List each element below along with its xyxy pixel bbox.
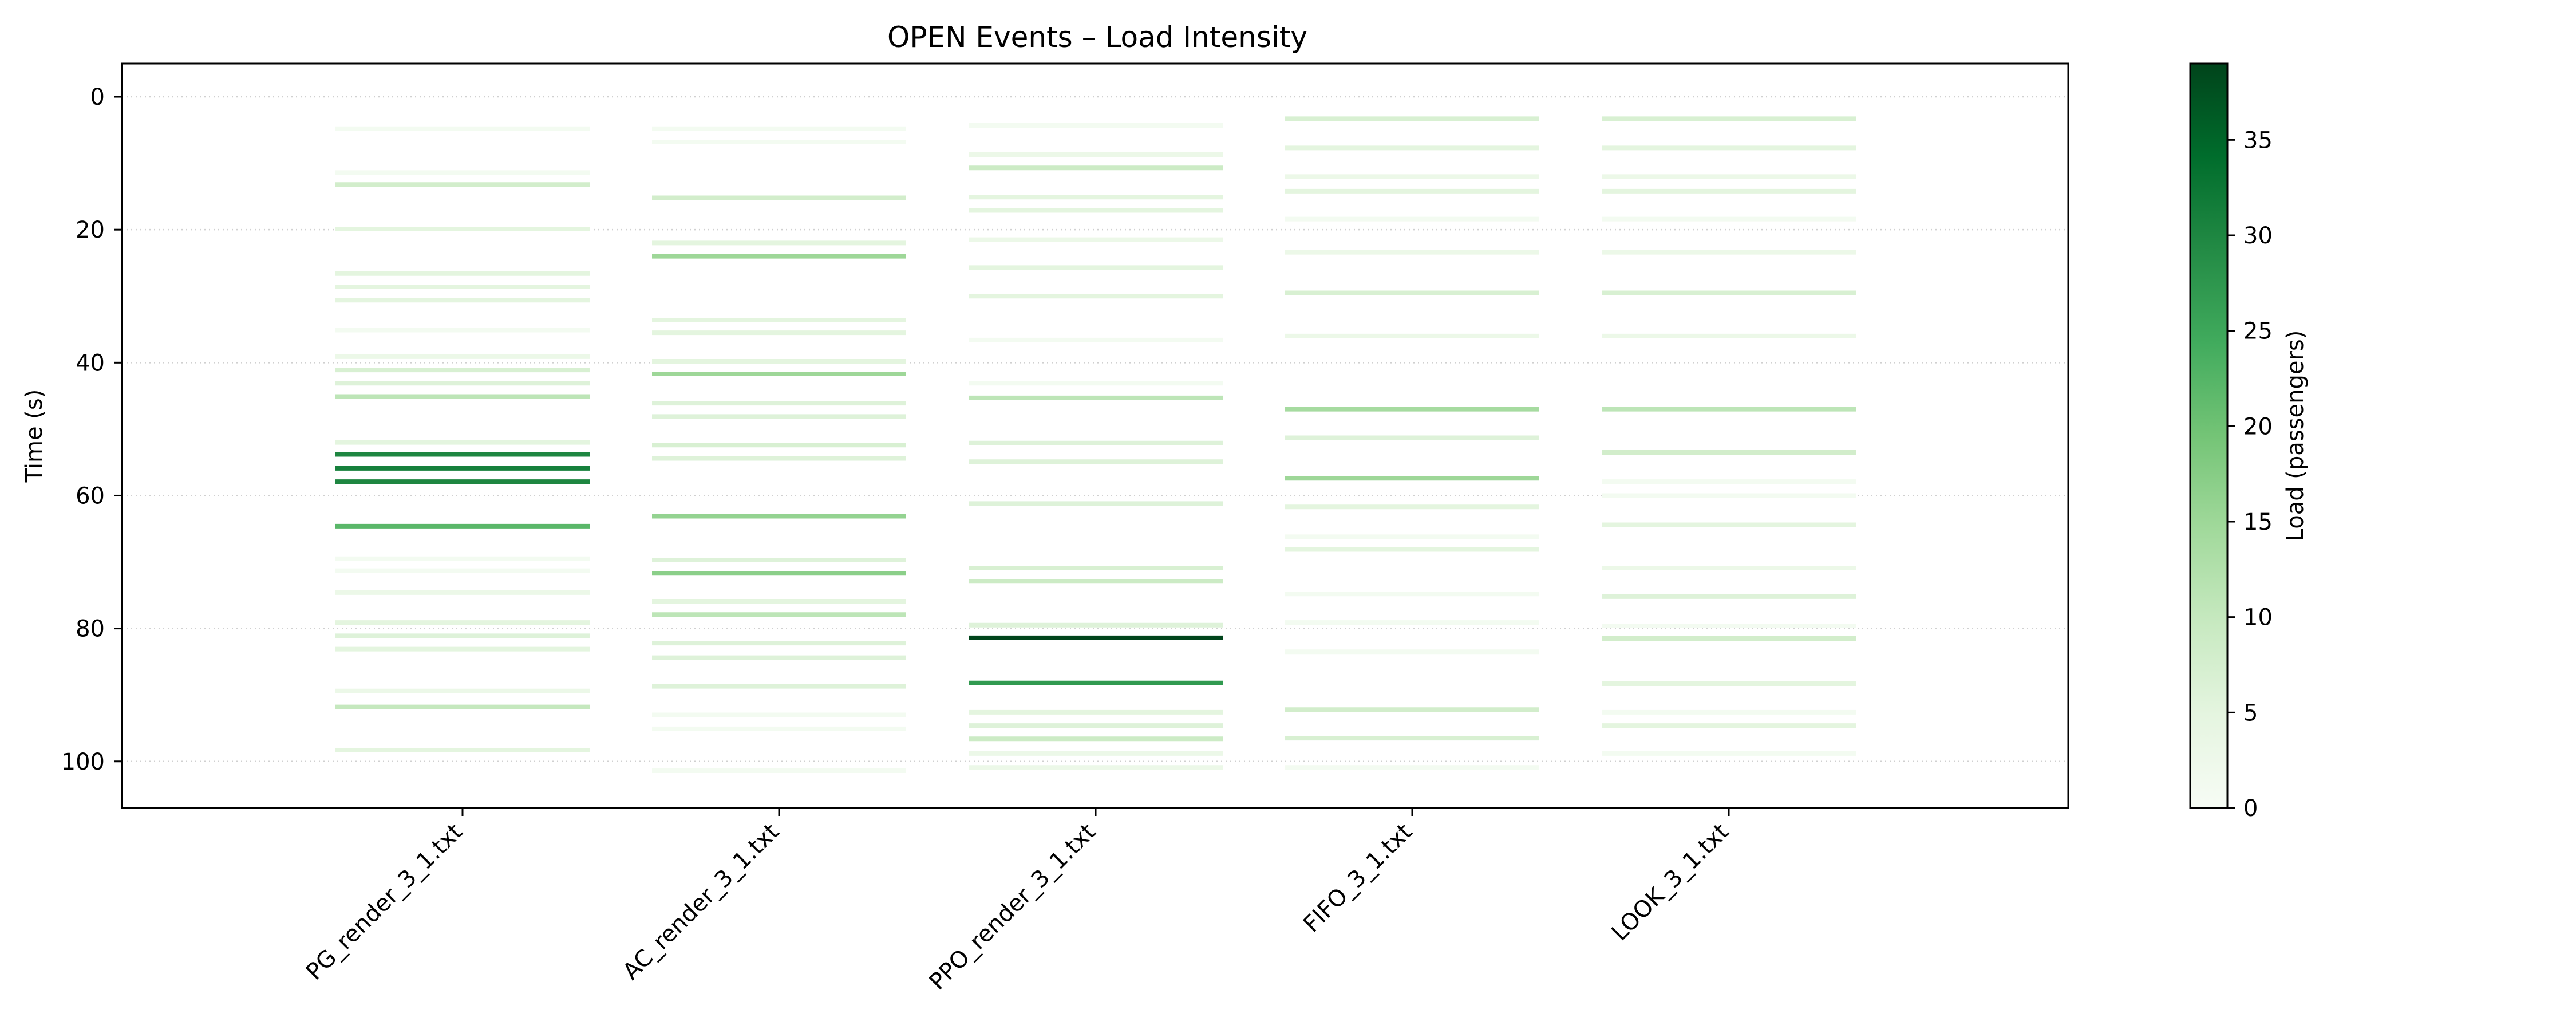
colorbar-tick-label: 10 bbox=[2243, 605, 2273, 631]
colorbar-gradient bbox=[2190, 64, 2227, 808]
y-tick-label: 60 bbox=[76, 483, 105, 509]
colorbar-tick-label: 25 bbox=[2243, 318, 2273, 345]
y-axis-label: Time (s) bbox=[21, 389, 48, 483]
events-layer bbox=[335, 116, 1856, 773]
y-tick-label: 100 bbox=[61, 749, 105, 775]
colorbar-tick-label: 15 bbox=[2243, 509, 2273, 535]
colorbar-label: Load (passengers) bbox=[2282, 330, 2309, 542]
y-tick-label: 20 bbox=[76, 217, 105, 243]
y-tick-label: 40 bbox=[76, 350, 105, 376]
colorbar-tick-label: 20 bbox=[2243, 413, 2273, 440]
colorbar-tick-label: 35 bbox=[2243, 127, 2273, 153]
chart-title: OPEN Events – Load Intensity bbox=[887, 21, 1307, 54]
colorbar-tick-label: 30 bbox=[2243, 223, 2273, 249]
colorbar-frame bbox=[2189, 62, 2229, 809]
colorbar-tick-label: 0 bbox=[2243, 795, 2258, 822]
y-tick-label: 0 bbox=[90, 84, 105, 111]
y-axis: 0 20 40 60 80 100 bbox=[61, 84, 122, 775]
colorbar-ticks: 0 5 10 15 20 25 30 35 bbox=[2227, 127, 2273, 822]
colorbar-tick-label: 5 bbox=[2243, 700, 2258, 726]
y-tick-label: 80 bbox=[76, 616, 105, 642]
